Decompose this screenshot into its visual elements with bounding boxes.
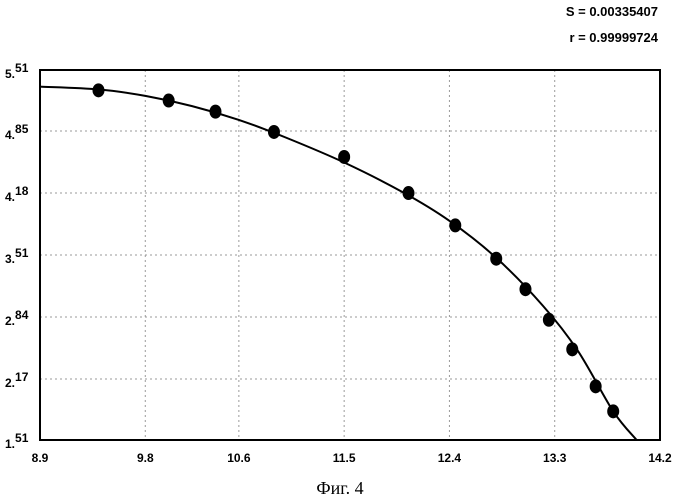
- x-tick-label: 12.4: [438, 451, 462, 465]
- y-tick-label: 3.51: [5, 246, 29, 266]
- data-point: [209, 105, 221, 119]
- r-statistic: r = 0.99999724: [569, 30, 658, 45]
- y-tick-label: 2.17: [5, 370, 29, 390]
- x-tick-label: 13.3: [543, 451, 567, 465]
- fit-curve-layer: [40, 87, 637, 440]
- data-point: [490, 252, 502, 266]
- y-tick-label: 1.51: [5, 431, 29, 451]
- y-tick-label: 4.18: [5, 184, 29, 204]
- x-tick-label: 8.9: [32, 451, 49, 465]
- data-point: [449, 218, 461, 232]
- y-tick-labels: 1.51 2.17 2.84 3.51 4.18 4.85 5.51: [5, 61, 29, 451]
- data-point: [163, 94, 175, 108]
- data-point: [402, 186, 414, 200]
- data-point: [92, 83, 104, 97]
- s-statistic: S = 0.00335407: [566, 4, 658, 19]
- data-point: [519, 282, 531, 296]
- figure-caption: Фиг. 4: [316, 478, 363, 498]
- grid-lines: [40, 70, 660, 440]
- x-tick-label: 10.6: [227, 451, 251, 465]
- x-tick-label: 11.5: [333, 451, 356, 465]
- data-point: [590, 379, 602, 393]
- y-tick-label: 2.84: [5, 308, 29, 328]
- x-tick-label: 14.2: [648, 451, 672, 465]
- data-points-layer: [92, 83, 619, 418]
- x-tick-labels: 8.9 9.8 10.6 11.5 12.4 13.3 14.2: [32, 451, 672, 465]
- x-tick-label: 9.8: [137, 451, 154, 465]
- fit-curve: [40, 87, 637, 440]
- data-point: [338, 150, 350, 164]
- data-point: [607, 404, 619, 418]
- data-point: [566, 342, 578, 356]
- data-point: [543, 313, 555, 327]
- y-tick-label: 4.85: [5, 122, 29, 142]
- data-point: [268, 125, 280, 139]
- y-tick-label: 5.51: [5, 61, 29, 81]
